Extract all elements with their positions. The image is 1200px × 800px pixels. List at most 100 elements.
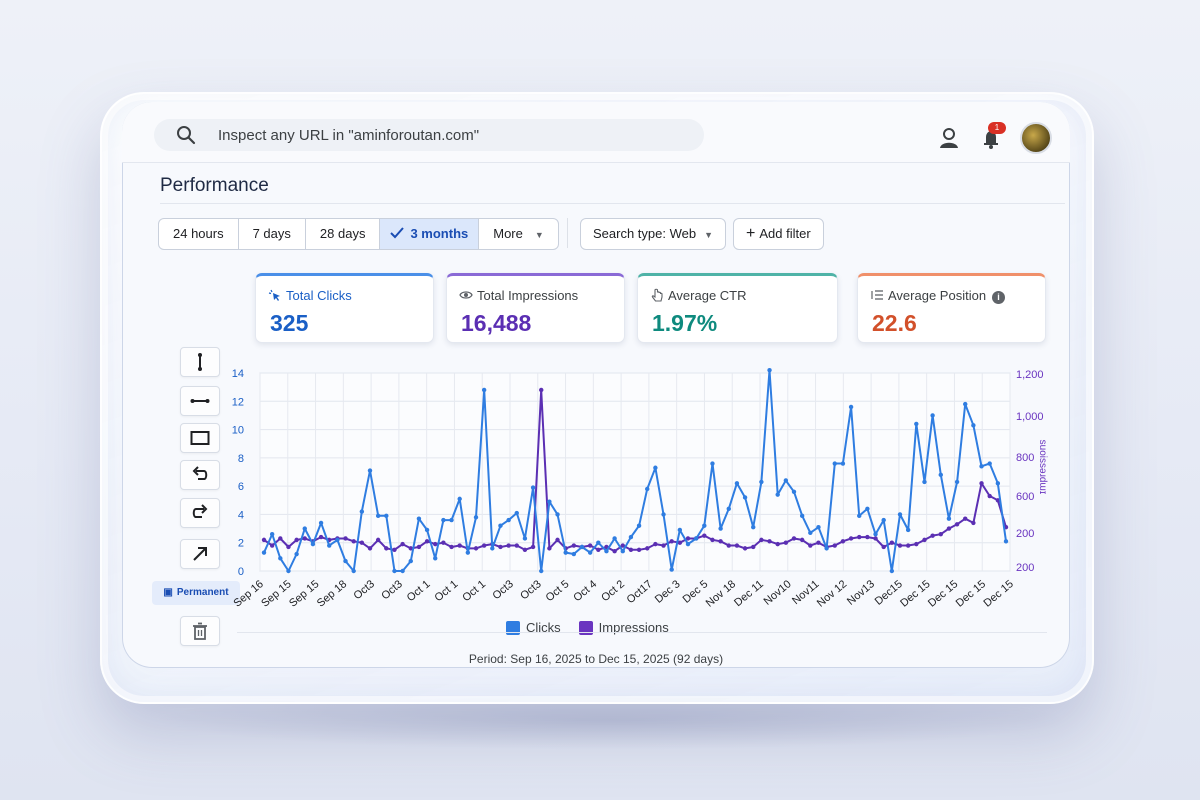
x-tick-label: Oct3 — [518, 578, 544, 602]
data-point-impressions — [987, 493, 992, 499]
data-point-clicks — [767, 367, 772, 373]
data-point-clicks — [963, 401, 968, 407]
account-icon[interactable] — [936, 125, 962, 151]
data-point-clicks — [914, 421, 919, 427]
data-point-impressions — [506, 543, 511, 548]
search-type-dropdown[interactable]: Search type: Web ▼ — [580, 218, 727, 250]
data-point-clicks — [808, 530, 813, 536]
metric-label: Total Impressions — [477, 288, 579, 303]
arrow-icon — [193, 547, 207, 561]
data-point-impressions — [677, 540, 683, 545]
avatar[interactable] — [1020, 122, 1052, 154]
x-tick-label: Oct 1 — [433, 578, 461, 604]
data-point-impressions — [971, 520, 976, 526]
rectangle-tool[interactable] — [180, 423, 220, 453]
range-more-dropdown[interactable]: More ▼ — [479, 219, 558, 249]
cursor-click-icon — [268, 289, 280, 301]
data-point-clicks — [653, 465, 658, 470]
list-ranking-icon — [871, 290, 883, 300]
y-left-tick-label: 8 — [238, 453, 244, 465]
data-point-clicks — [987, 461, 992, 466]
data-point-clicks — [392, 568, 397, 574]
data-point-clicks — [506, 517, 511, 523]
chart-legend: Clicks Impressions — [506, 620, 669, 635]
data-point-impressions — [318, 534, 324, 540]
data-point-clicks — [514, 510, 519, 516]
metric-value: 325 — [270, 310, 309, 336]
metric-card-position[interactable]: Average Position i 22.6 — [857, 273, 1046, 343]
data-point-clicks — [848, 404, 854, 410]
data-point-impressions — [449, 544, 454, 550]
data-point-clicks — [702, 523, 707, 528]
x-tick-label: Oct 1 — [460, 578, 488, 604]
y-left-tick-label: 0 — [238, 566, 244, 578]
horizontal-line-tool[interactable] — [180, 386, 220, 416]
info-icon[interactable]: i — [992, 291, 1006, 304]
save-icon: ▣ — [163, 587, 173, 598]
rectangle-icon — [190, 431, 210, 445]
data-point-clicks — [889, 568, 895, 574]
metric-card-impressions[interactable]: Total Impressions 16,488 — [446, 273, 625, 343]
range-24-hours[interactable]: 24 hours — [159, 219, 239, 249]
legend-item-clicks[interactable]: Clicks — [506, 620, 561, 635]
notifications-icon[interactable]: 1 — [978, 122, 1006, 151]
x-tick-label: Dec 11 — [732, 578, 766, 609]
data-point-clicks — [351, 568, 356, 574]
range-more-label: More — [493, 226, 523, 241]
x-tick-label: Oct3 — [352, 578, 378, 602]
range-28-days[interactable]: 28 days — [306, 219, 381, 249]
data-point-clicks — [742, 495, 748, 500]
data-point-clicks — [710, 461, 715, 466]
x-tick-label: Nov 12 — [815, 578, 849, 610]
data-point-clicks — [441, 517, 446, 523]
legend-item-impressions[interactable]: Impressions — [578, 620, 669, 635]
data-point-clicks — [327, 543, 332, 548]
period-summary: Period: Sep 16, 2025 to Dec 15, 2025 (92… — [468, 652, 724, 666]
vertical-line-tool[interactable] — [180, 347, 220, 377]
data-point-impressions — [808, 543, 813, 548]
data-point-impressions — [645, 546, 650, 551]
horizontal-line-icon — [190, 399, 210, 403]
metric-value: 22.6 — [872, 310, 917, 336]
data-point-clicks — [824, 546, 829, 551]
trash-icon — [193, 622, 207, 640]
data-point-clicks — [400, 568, 405, 574]
data-point-clicks — [905, 527, 911, 533]
x-tick-label: Nov10 — [762, 578, 794, 608]
data-point-impressions — [759, 537, 764, 543]
range-3-months[interactable]: 3 months — [380, 219, 480, 249]
delete-button[interactable] — [180, 616, 220, 646]
data-point-impressions — [685, 536, 691, 541]
range-7-days[interactable]: 7 days — [239, 219, 306, 249]
data-point-clicks — [995, 481, 1001, 486]
data-point-clicks — [628, 534, 634, 540]
data-point-impressions — [865, 534, 870, 540]
data-point-clicks — [384, 513, 389, 519]
data-point-impressions — [914, 541, 919, 547]
permanent-toggle[interactable]: ▣ Permanent — [152, 581, 240, 605]
metric-card-ctr[interactable]: Average CTR 1.97% — [637, 273, 838, 343]
data-point-impressions — [751, 544, 756, 550]
performance-chart: 0 2 4 6 8 10 12 14 200 200 600 800 1,000 1,200 suoissə… — [231, 367, 1048, 610]
metric-card-clicks[interactable]: Total Clicks 325 — [255, 273, 434, 343]
data-point-clicks — [661, 512, 666, 517]
redo-button[interactable] — [180, 498, 220, 528]
data-point-impressions — [400, 541, 405, 547]
data-point-clicks — [481, 387, 487, 393]
add-filter-button[interactable]: + Add filter — [733, 218, 824, 250]
metric-value: 16,488 — [461, 310, 532, 336]
data-point-impressions — [702, 533, 707, 538]
x-tick-label: Oct3 — [379, 578, 405, 602]
x-tick-label: Sep 18 — [315, 578, 349, 610]
search-input[interactable]: Inspect any URL in "aminforoutan.com" — [218, 127, 480, 144]
undo-button[interactable] — [180, 460, 220, 490]
search-bar[interactable]: Inspect any URL in "aminforoutan.com" — [154, 119, 704, 151]
search-type-label: Search type: Web — [593, 226, 697, 241]
data-point-impressions — [857, 534, 862, 540]
data-point-clicks — [922, 479, 927, 485]
data-point-clicks — [571, 551, 577, 557]
data-point-impressions — [359, 540, 365, 545]
arrow-tool[interactable] — [180, 539, 220, 569]
data-point-clicks — [946, 516, 952, 521]
x-tick-label: Oct17 — [625, 578, 655, 606]
